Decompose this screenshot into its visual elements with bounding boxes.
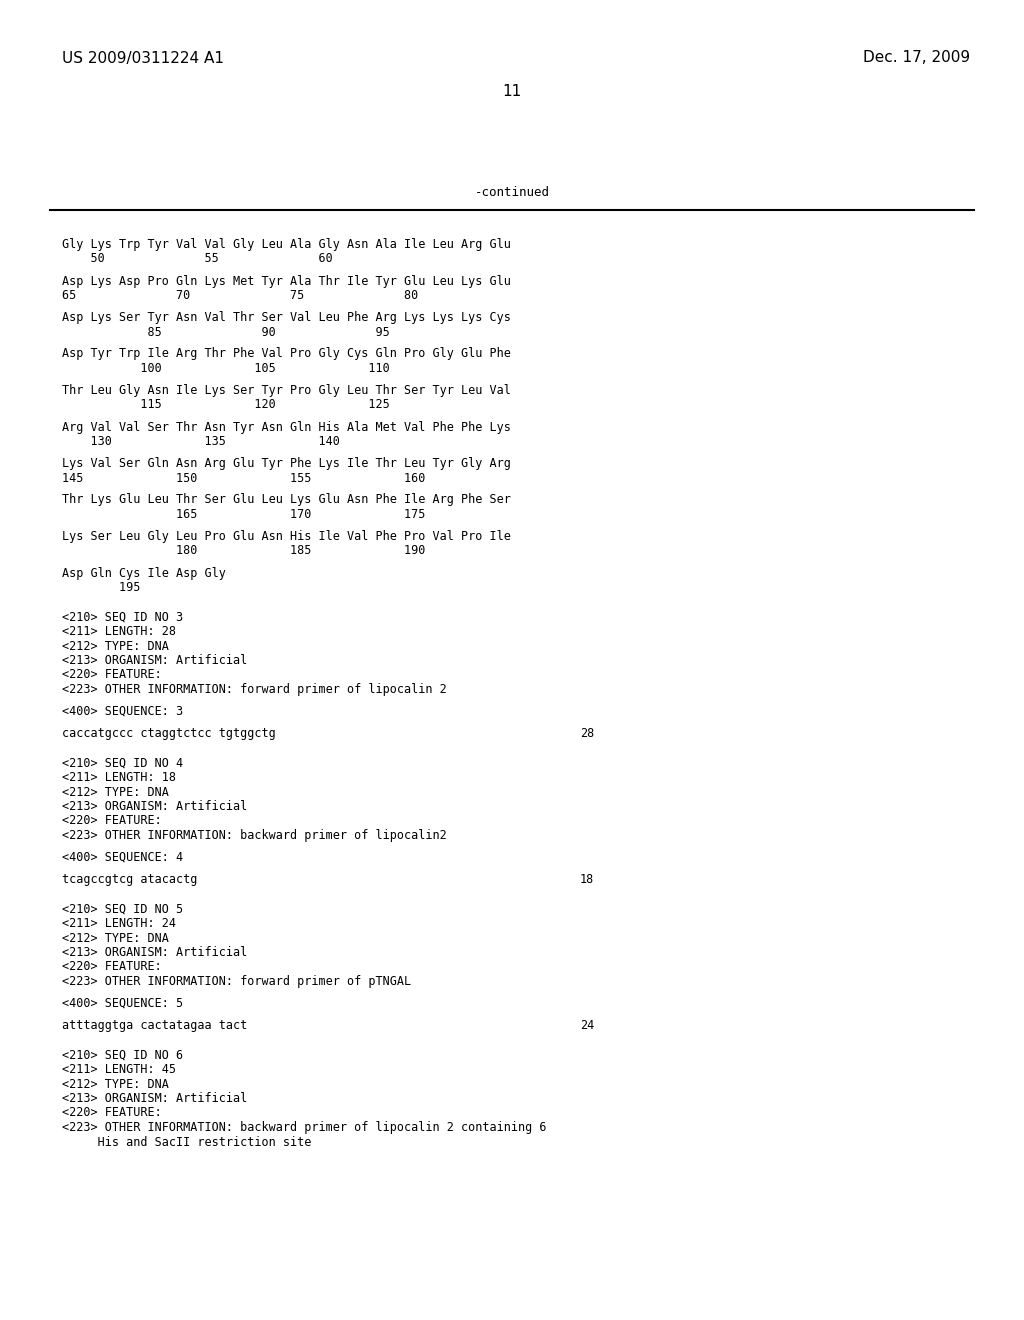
Text: <223> OTHER INFORMATION: backward primer of lipocalin 2 containing 6: <223> OTHER INFORMATION: backward primer… — [62, 1121, 547, 1134]
Text: 85              90              95: 85 90 95 — [62, 326, 390, 338]
Text: <210> SEQ ID NO 3: <210> SEQ ID NO 3 — [62, 610, 183, 623]
Text: 195: 195 — [62, 581, 140, 594]
Text: <223> OTHER INFORMATION: forward primer of pTNGAL: <223> OTHER INFORMATION: forward primer … — [62, 975, 411, 987]
Text: Asp Lys Asp Pro Gln Lys Met Tyr Ala Thr Ile Tyr Glu Leu Lys Glu: Asp Lys Asp Pro Gln Lys Met Tyr Ala Thr … — [62, 275, 511, 288]
Text: Asp Gln Cys Ile Asp Gly: Asp Gln Cys Ile Asp Gly — [62, 566, 226, 579]
Text: 65              70              75              80: 65 70 75 80 — [62, 289, 418, 302]
Text: <400> SEQUENCE: 5: <400> SEQUENCE: 5 — [62, 997, 183, 1010]
Text: US 2009/0311224 A1: US 2009/0311224 A1 — [62, 50, 224, 66]
Text: <210> SEQ ID NO 4: <210> SEQ ID NO 4 — [62, 756, 183, 770]
Text: <211> LENGTH: 45: <211> LENGTH: 45 — [62, 1063, 176, 1076]
Text: <400> SEQUENCE: 4: <400> SEQUENCE: 4 — [62, 851, 183, 865]
Text: <211> LENGTH: 28: <211> LENGTH: 28 — [62, 624, 176, 638]
Text: 115             120             125: 115 120 125 — [62, 399, 390, 412]
Text: <212> TYPE: DNA: <212> TYPE: DNA — [62, 1077, 169, 1090]
Text: Thr Leu Gly Asn Ile Lys Ser Tyr Pro Gly Leu Thr Ser Tyr Leu Val: Thr Leu Gly Asn Ile Lys Ser Tyr Pro Gly … — [62, 384, 511, 397]
Text: 28: 28 — [580, 727, 594, 741]
Text: 24: 24 — [580, 1019, 594, 1032]
Text: 11: 11 — [503, 84, 521, 99]
Text: Lys Ser Leu Gly Leu Pro Glu Asn His Ile Val Phe Pro Val Pro Ile: Lys Ser Leu Gly Leu Pro Glu Asn His Ile … — [62, 531, 511, 543]
Text: tcagccgtcg atacactg: tcagccgtcg atacactg — [62, 873, 198, 886]
Text: <211> LENGTH: 18: <211> LENGTH: 18 — [62, 771, 176, 784]
Text: 50              55              60: 50 55 60 — [62, 252, 333, 265]
Text: <213> ORGANISM: Artificial: <213> ORGANISM: Artificial — [62, 946, 247, 960]
Text: <400> SEQUENCE: 3: <400> SEQUENCE: 3 — [62, 705, 183, 718]
Text: <210> SEQ ID NO 5: <210> SEQ ID NO 5 — [62, 903, 183, 916]
Text: <220> FEATURE:: <220> FEATURE: — [62, 668, 162, 681]
Text: <213> ORGANISM: Artificial: <213> ORGANISM: Artificial — [62, 653, 247, 667]
Text: 165             170             175: 165 170 175 — [62, 508, 425, 521]
Text: Asp Tyr Trp Ile Arg Thr Phe Val Pro Gly Cys Gln Pro Gly Glu Phe: Asp Tyr Trp Ile Arg Thr Phe Val Pro Gly … — [62, 347, 511, 360]
Text: 180             185             190: 180 185 190 — [62, 544, 425, 557]
Text: <211> LENGTH: 24: <211> LENGTH: 24 — [62, 917, 176, 931]
Text: caccatgccc ctaggtctcc tgtggctg: caccatgccc ctaggtctcc tgtggctg — [62, 727, 275, 741]
Text: Dec. 17, 2009: Dec. 17, 2009 — [863, 50, 970, 66]
Text: His and SacII restriction site: His and SacII restriction site — [62, 1135, 311, 1148]
Text: Gly Lys Trp Tyr Val Val Gly Leu Ala Gly Asn Ala Ile Leu Arg Glu: Gly Lys Trp Tyr Val Val Gly Leu Ala Gly … — [62, 238, 511, 251]
Text: <212> TYPE: DNA: <212> TYPE: DNA — [62, 639, 169, 652]
Text: <220> FEATURE:: <220> FEATURE: — [62, 1106, 162, 1119]
Text: Lys Val Ser Gln Asn Arg Glu Tyr Phe Lys Ile Thr Leu Tyr Gly Arg: Lys Val Ser Gln Asn Arg Glu Tyr Phe Lys … — [62, 457, 511, 470]
Text: <223> OTHER INFORMATION: forward primer of lipocalin 2: <223> OTHER INFORMATION: forward primer … — [62, 682, 446, 696]
Text: <220> FEATURE:: <220> FEATURE: — [62, 814, 162, 828]
Text: Arg Val Val Ser Thr Asn Tyr Asn Gln His Ala Met Val Phe Phe Lys: Arg Val Val Ser Thr Asn Tyr Asn Gln His … — [62, 421, 511, 433]
Text: <213> ORGANISM: Artificial: <213> ORGANISM: Artificial — [62, 800, 247, 813]
Text: 130             135             140: 130 135 140 — [62, 436, 340, 447]
Text: <220> FEATURE:: <220> FEATURE: — [62, 961, 162, 974]
Text: <212> TYPE: DNA: <212> TYPE: DNA — [62, 785, 169, 799]
Text: 100             105             110: 100 105 110 — [62, 362, 390, 375]
Text: Thr Lys Glu Leu Thr Ser Glu Leu Lys Glu Asn Phe Ile Arg Phe Ser: Thr Lys Glu Leu Thr Ser Glu Leu Lys Glu … — [62, 494, 511, 507]
Text: atttaggtga cactatagaa tact: atttaggtga cactatagaa tact — [62, 1019, 247, 1032]
Text: <223> OTHER INFORMATION: backward primer of lipocalin2: <223> OTHER INFORMATION: backward primer… — [62, 829, 446, 842]
Text: -continued: -continued — [474, 186, 550, 198]
Text: <212> TYPE: DNA: <212> TYPE: DNA — [62, 932, 169, 945]
Text: Asp Lys Ser Tyr Asn Val Thr Ser Val Leu Phe Arg Lys Lys Lys Cys: Asp Lys Ser Tyr Asn Val Thr Ser Val Leu … — [62, 312, 511, 323]
Text: 145             150             155             160: 145 150 155 160 — [62, 471, 425, 484]
Text: <213> ORGANISM: Artificial: <213> ORGANISM: Artificial — [62, 1092, 247, 1105]
Text: 18: 18 — [580, 873, 594, 886]
Text: <210> SEQ ID NO 6: <210> SEQ ID NO 6 — [62, 1048, 183, 1061]
